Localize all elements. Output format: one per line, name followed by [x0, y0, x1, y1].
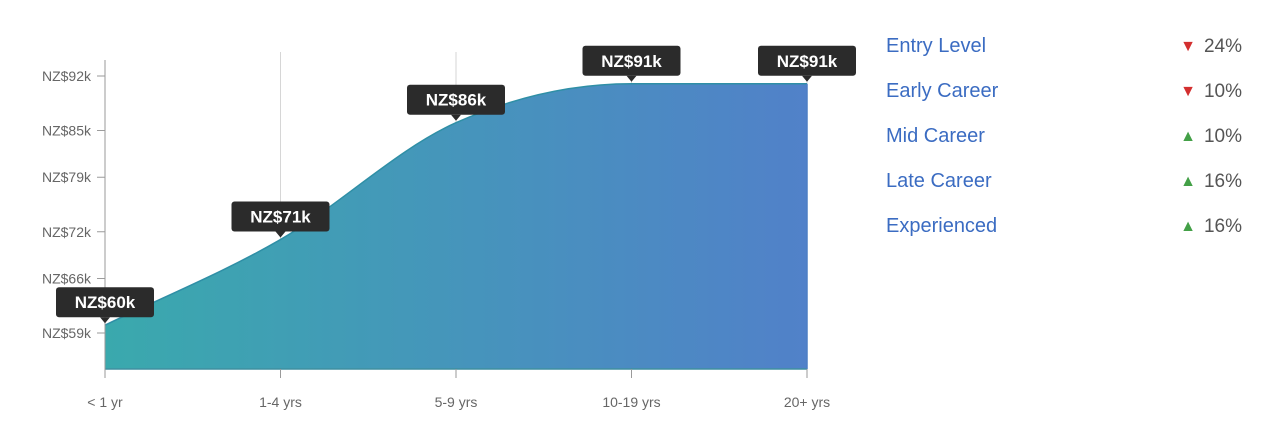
legend-percent: 16% [1203, 170, 1242, 192]
data-label-pointer [626, 75, 637, 82]
triangle-up-icon: ▲ [1180, 127, 1196, 145]
data-label-text: NZ$71k [250, 208, 311, 227]
data-label-pointer [100, 317, 110, 324]
y-tick-label: NZ$79k [42, 169, 92, 185]
legend-item: Early Career ▼ 10% [886, 69, 1242, 114]
data-label-text: NZ$60k [75, 293, 136, 312]
data-label-text: NZ$91k [601, 52, 662, 71]
axes: NZ$59k NZ$66k NZ$72k NZ$79k NZ$85k NZ$92k < 1 … [42, 60, 830, 410]
data-label-box [407, 84, 505, 115]
triangle-down-icon: ▼ [1180, 82, 1196, 100]
data-label-pointer [802, 75, 812, 82]
data-label-box [758, 45, 856, 76]
legend-change: ▼ 24% [1180, 36, 1242, 58]
x-tick-label: 20+ yrs [784, 394, 830, 410]
data-label-box [231, 201, 330, 232]
data-label-box [56, 287, 154, 318]
y-tick-label: NZ$66k [42, 270, 92, 286]
legend-percent: 10% [1203, 125, 1242, 147]
data-label: NZ$91k [758, 45, 856, 82]
data-label: NZ$91k [582, 45, 681, 82]
data-label-text: NZ$91k [777, 52, 838, 71]
data-label: NZ$60k [56, 287, 154, 324]
data-label-pointer [451, 114, 461, 121]
legend-percent: 10% [1203, 80, 1242, 102]
legend-item: Entry Level ▼ 24% [886, 24, 1242, 69]
legend-label: Entry Level [886, 35, 987, 57]
legend-label: Early Career [886, 80, 999, 102]
legend-label: Late Career [886, 170, 992, 192]
data-label-box [582, 45, 681, 76]
legend-change: ▲ 10% [1180, 126, 1242, 148]
triangle-up-icon: ▲ [1180, 172, 1196, 190]
legend-label: Experienced [886, 215, 998, 237]
legend-change: ▲ 16% [1180, 216, 1242, 238]
triangle-down-icon: ▼ [1180, 37, 1196, 55]
salary-area [105, 83, 807, 370]
y-tick-label: NZ$72k [42, 224, 92, 240]
legend-item: Mid Career ▲ 10% [886, 114, 1242, 159]
x-tick-label: 1-4 yrs [259, 394, 302, 410]
x-tick-label: 5-9 yrs [435, 394, 478, 410]
x-tick-label: < 1 yr [87, 394, 123, 410]
data-labels: NZ$60k NZ$71k NZ$86k NZ$91k NZ$91k [56, 45, 856, 324]
legend-percent: 24% [1203, 35, 1242, 57]
y-tick-label: NZ$59k [42, 325, 92, 341]
y-tick-label: NZ$92k [42, 68, 92, 84]
x-tick-label: 10-19 yrs [602, 394, 660, 410]
legend-item: Late Career ▲ 16% [886, 159, 1242, 204]
salary-area-chart: NZ$59k NZ$66k NZ$72k NZ$79k NZ$85k NZ$92k < 1 … [42, 45, 856, 410]
y-tick-label: NZ$85k [42, 123, 92, 139]
triangle-up-icon: ▲ [1180, 217, 1196, 235]
data-label: NZ$86k [407, 84, 505, 121]
career-legend: Entry Level ▼ 24% Early Career ▼ 10% Mid Caree… [886, 24, 1242, 249]
legend-label: Mid Career [886, 125, 985, 147]
legend-percent: 16% [1203, 215, 1242, 237]
data-label-pointer [275, 231, 286, 238]
data-label: NZ$71k [231, 201, 330, 238]
legend-change: ▲ 16% [1180, 171, 1242, 193]
legend-item: Experienced ▲ 16% [886, 204, 1242, 249]
legend-change: ▼ 10% [1180, 81, 1242, 103]
data-label-text: NZ$86k [426, 91, 487, 110]
salary-line [104, 83, 807, 326]
